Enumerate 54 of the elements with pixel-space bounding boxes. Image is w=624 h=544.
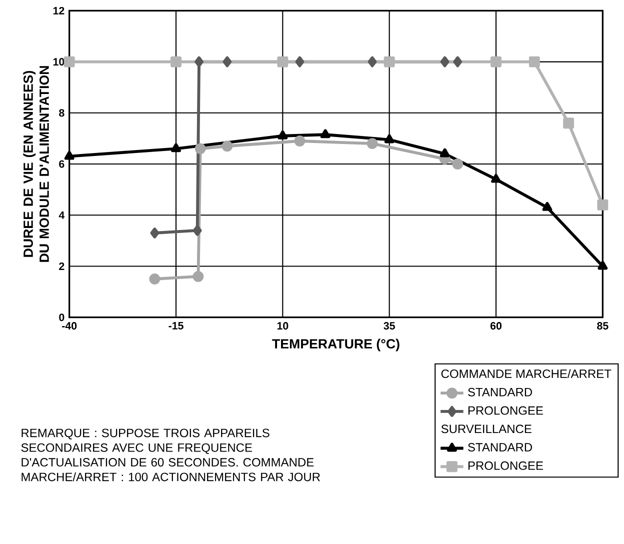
y-tick-label: 6 [59, 160, 64, 168]
y-tick-label: 10 [53, 58, 64, 66]
point [170, 56, 182, 68]
legend-label: STANDARD [468, 388, 532, 396]
point [294, 136, 306, 146]
point [192, 270, 204, 282]
point [64, 56, 75, 68]
x-tick-label: 60 [490, 322, 502, 330]
y-tick-label: 2 [59, 262, 64, 270]
legend-label: PROLONGEE [468, 461, 543, 470]
point [366, 138, 378, 150]
text: SURVEILLANCE [441, 424, 532, 434]
point [490, 56, 502, 68]
point [597, 199, 608, 210]
point [368, 56, 377, 68]
point [563, 118, 574, 129]
point [542, 202, 552, 211]
legend-label: PROLONGEE [468, 406, 543, 415]
x-tick-label: 10 [277, 322, 288, 330]
point [149, 274, 160, 284]
point [194, 143, 206, 154]
y-tick-label: 12 [53, 6, 64, 14]
y-tick-label: 8 [59, 109, 64, 117]
x-tick-label: -15 [168, 322, 184, 330]
point [150, 228, 160, 238]
point [64, 150, 74, 160]
point [453, 56, 462, 68]
y-axis-title: DUREE DE VIE (EN ANNEES) DU MODULE D'ALIMENTATION [23, 66, 49, 262]
legend-label: STANDARD [468, 443, 532, 452]
point [222, 56, 232, 68]
point [222, 140, 233, 152]
point [171, 143, 181, 152]
text: REMARQUE : SUPPOSE TROIS APPAREILS SECONDAIRES AVEC UNE FREQUENCE D'ACTUALISATION DE 60 SECONDES. COMMANDE MARCHE/ARRET : 100 ACTIONNEMENTS PAR JOUR [21, 428, 320, 482]
point [192, 224, 202, 236]
y-tick-label: 4 [58, 211, 65, 219]
x-tick-label: -40 [62, 322, 77, 330]
point [440, 56, 450, 68]
point [295, 56, 304, 68]
point [384, 134, 394, 144]
x-tick-label: 85 [597, 322, 608, 330]
x-tick-label: 35 [384, 322, 395, 330]
point [528, 56, 540, 68]
text: COMMANDE MARCHE/ARRET [441, 369, 612, 378]
point [384, 56, 395, 68]
point [440, 148, 450, 158]
point [278, 130, 288, 140]
y-tick-label: 0 [59, 314, 64, 322]
point [598, 260, 608, 270]
x-axis-title: TEMPERATURE (°C) [272, 338, 400, 352]
point [491, 174, 501, 183]
point [194, 56, 204, 68]
point [320, 129, 330, 138]
point [277, 56, 288, 68]
point [452, 158, 464, 170]
